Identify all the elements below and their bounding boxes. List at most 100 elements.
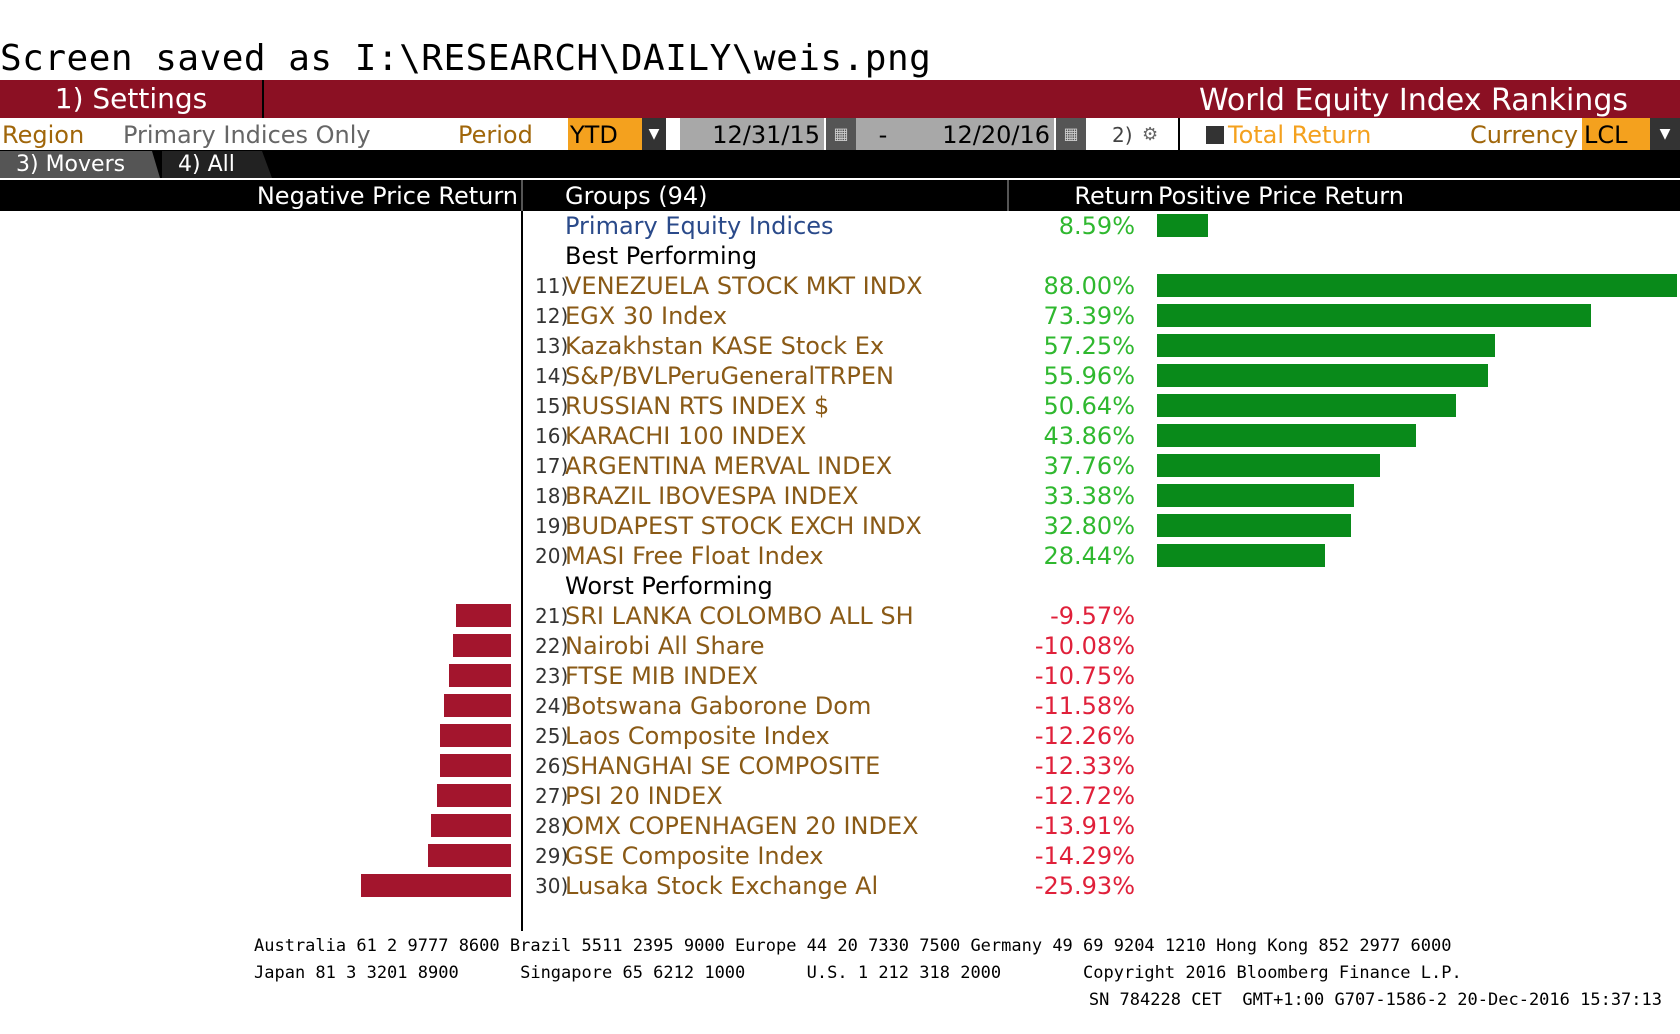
row-number: 28) [535, 814, 569, 838]
table-row[interactable]: 14) S&P/BVLPeruGeneralTRPEN 55.96% [0, 361, 1680, 391]
groups-header[interactable]: Groups (94) [565, 182, 708, 210]
row-number: 26) [535, 754, 569, 778]
return-value: -11.58% [1034, 692, 1135, 720]
positive-bar [1157, 304, 1591, 327]
return-value: 28.44% [1043, 542, 1135, 570]
calendar-icon[interactable]: ▦ [1056, 118, 1086, 150]
summary-row[interactable]: Primary Equity Indices 8.59% [0, 211, 1680, 241]
index-name[interactable]: EGX 30 Index [565, 302, 728, 330]
return-value: 37.76% [1043, 452, 1135, 480]
tab-movers[interactable]: 3) Movers [0, 151, 160, 178]
option-2-button[interactable]: 2) [1112, 123, 1133, 147]
table-row[interactable]: 17) ARGENTINA MERVAL INDEX 37.76% [0, 451, 1680, 481]
table-row[interactable]: 11) VENEZUELA STOCK MKT INDX 88.00% [0, 271, 1680, 301]
table-row[interactable]: 15) RUSSIAN RTS INDEX $ 50.64% [0, 391, 1680, 421]
table-row[interactable]: 12) EGX 30 Index 73.39% [0, 301, 1680, 331]
index-name[interactable]: S&P/BVLPeruGeneralTRPEN [565, 362, 894, 390]
tab-all[interactable]: 4) All [162, 151, 272, 178]
index-name[interactable]: BRAZIL IBOVESPA INDEX [565, 482, 859, 510]
table-row[interactable]: 27) PSI 20 INDEX -12.72% [0, 781, 1680, 811]
table-row[interactable]: 16) KARACHI 100 INDEX 43.86% [0, 421, 1680, 451]
table-row[interactable]: 21) SRI LANKA COLOMBO ALL SH -9.57% [0, 601, 1680, 631]
index-name[interactable]: Botswana Gaborone Dom [565, 692, 872, 720]
checkbox-icon[interactable] [1206, 126, 1224, 144]
negative-bar [440, 724, 511, 747]
negative-bar [437, 784, 511, 807]
index-name[interactable]: SHANGHAI SE COMPOSITE [565, 752, 881, 780]
table-row[interactable]: 26) SHANGHAI SE COMPOSITE -12.33% [0, 751, 1680, 781]
positive-bar [1157, 334, 1496, 357]
row-number: 29) [535, 844, 569, 868]
row-number: 24) [535, 694, 569, 718]
index-name[interactable]: SRI LANKA COLOMBO ALL SH [565, 602, 914, 630]
section-worst: Worst Performing [0, 571, 1680, 601]
index-name[interactable]: OMX COPENHAGEN 20 INDEX [565, 812, 919, 840]
row-number: 14) [535, 364, 569, 388]
calendar-icon[interactable]: ▦ [826, 118, 856, 150]
negative-bar [428, 844, 511, 867]
row-number: 13) [535, 334, 569, 358]
region-value[interactable]: Primary Indices Only [123, 121, 371, 149]
currency-select[interactable]: LCL [1582, 118, 1652, 150]
index-name[interactable]: FTSE MIB INDEX [565, 662, 759, 690]
negative-bar [361, 874, 511, 897]
row-number: 11) [535, 274, 569, 298]
title-bar [0, 80, 1680, 118]
index-name[interactable]: Nairobi All Share [565, 632, 765, 660]
page-title: World Equity Index Rankings [1198, 83, 1628, 118]
total-return-label[interactable]: Total Return [1228, 121, 1372, 149]
index-name[interactable]: PSI 20 INDEX [565, 782, 723, 810]
table-row[interactable]: 18) BRAZIL IBOVESPA INDEX 33.38% [0, 481, 1680, 511]
row-number: 23) [535, 664, 569, 688]
index-name[interactable]: KARACHI 100 INDEX [565, 422, 807, 450]
period-label: Period [458, 121, 533, 149]
index-name[interactable]: RUSSIAN RTS INDEX $ [565, 392, 830, 420]
index-name[interactable]: Laos Composite Index [565, 722, 830, 750]
table-row[interactable]: 25) Laos Composite Index -12.26% [0, 721, 1680, 751]
index-name[interactable]: Primary Equity Indices [565, 212, 834, 240]
start-date-field[interactable]: 12/31/15 [680, 118, 824, 150]
table-row[interactable]: 24) Botswana Gaborone Dom -11.58% [0, 691, 1680, 721]
table-row[interactable]: 28) OMX COPENHAGEN 20 INDEX -13.91% [0, 811, 1680, 841]
end-date-field[interactable]: 12/20/16 [910, 118, 1054, 150]
chevron-down-icon[interactable]: ▼ [1650, 118, 1680, 150]
index-name[interactable]: GSE Composite Index [565, 842, 824, 870]
positive-bar [1157, 454, 1381, 477]
settings-button[interactable]: 1) Settings [0, 80, 264, 118]
index-name[interactable]: Lusaka Stock Exchange Al [565, 872, 879, 900]
return-header[interactable]: Return [1074, 182, 1154, 210]
settings-icon[interactable]: ⚙ [1142, 124, 1159, 145]
positive-bar [1157, 424, 1417, 447]
return-value: 33.38% [1043, 482, 1135, 510]
row-number: 21) [535, 604, 569, 628]
column-divider [521, 211, 523, 931]
return-value: 57.25% [1043, 332, 1135, 360]
table-row[interactable]: 20) MASI Free Float Index 28.44% [0, 541, 1680, 571]
table-row[interactable]: 22) Nairobi All Share -10.08% [0, 631, 1680, 661]
return-value: -13.91% [1034, 812, 1135, 840]
negative-bar [448, 664, 511, 687]
index-name[interactable]: VENEZUELA STOCK MKT INDX [565, 272, 923, 300]
index-name[interactable]: ARGENTINA MERVAL INDEX [565, 452, 893, 480]
index-name[interactable]: Kazakhstan KASE Stock Ex [565, 332, 885, 360]
chevron-down-icon[interactable]: ▼ [642, 118, 666, 150]
table-header [0, 180, 1680, 211]
return-value: -14.29% [1034, 842, 1135, 870]
row-number: 15) [535, 394, 569, 418]
table-row[interactable]: 19) BUDAPEST STOCK EXCH INDX 32.80% [0, 511, 1680, 541]
table-row[interactable]: 29) GSE Composite Index -14.29% [0, 841, 1680, 871]
index-name[interactable]: BUDAPEST STOCK EXCH INDX [565, 512, 922, 540]
section-label: Worst Performing [565, 572, 773, 600]
return-value: -10.08% [1034, 632, 1135, 660]
return-value: 32.80% [1043, 512, 1135, 540]
period-select[interactable]: YTD [568, 118, 642, 150]
tab-bar [0, 150, 1680, 178]
table-row[interactable]: 13) Kazakhstan KASE Stock Ex 57.25% [0, 331, 1680, 361]
saved-message: Screen saved as I:\RESEARCH\DAILY\weis.p… [0, 38, 932, 79]
table-row[interactable]: 30) Lusaka Stock Exchange Al -25.93% [0, 871, 1680, 901]
negative-bar [430, 814, 511, 837]
index-name[interactable]: MASI Free Float Index [565, 542, 824, 570]
table-row[interactable]: 23) FTSE MIB INDEX -10.75% [0, 661, 1680, 691]
row-number: 12) [535, 304, 569, 328]
positive-bar [1157, 364, 1488, 387]
